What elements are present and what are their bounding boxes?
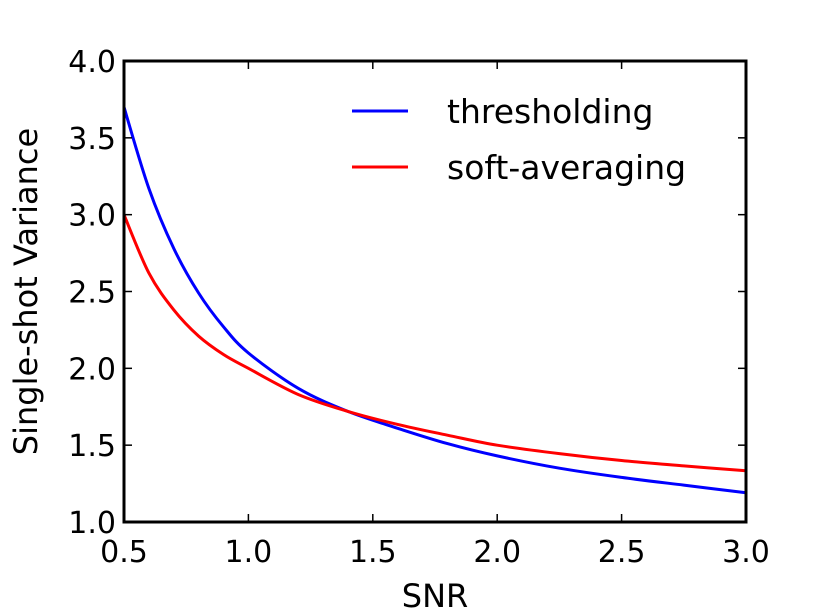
y-tick-label: 1.5	[68, 429, 116, 464]
y-tick-label: 2.5	[68, 276, 116, 311]
x-tick-label: 2.0	[473, 535, 521, 570]
y-tick-label: 4.0	[68, 45, 116, 80]
labels-layer: 0.5 1.0 1.5 2.0 2.5 3.01.01.52.02.53.03.54.0	[68, 45, 770, 570]
x-tick-label: 0.5	[100, 535, 148, 570]
y-tick-label: 3.5	[68, 122, 116, 157]
y-tick-label: 2.0	[68, 352, 116, 387]
y-tick-label: 3.0	[68, 199, 116, 234]
y-axis-title: Single-shot Variance	[7, 128, 45, 455]
x-tick-label: 3.0	[722, 535, 770, 570]
ticks-layer	[123, 60, 747, 523]
x-tick-label: 1.0	[225, 535, 273, 570]
x-tick-label: 2.5	[598, 535, 646, 570]
legend-label-soft-averaging: soft-averaging	[447, 148, 686, 187]
series-line-soft-averaging	[122, 214, 747, 473]
series-layer	[122, 106, 747, 495]
y-tick-label: 1.0	[68, 506, 116, 541]
legend: thresholding soft-averaging	[352, 92, 686, 187]
x-tick-label: 1.5	[349, 535, 397, 570]
x-axis-title: SNR	[402, 577, 468, 615]
legend-label-thresholding: thresholding	[447, 92, 653, 131]
